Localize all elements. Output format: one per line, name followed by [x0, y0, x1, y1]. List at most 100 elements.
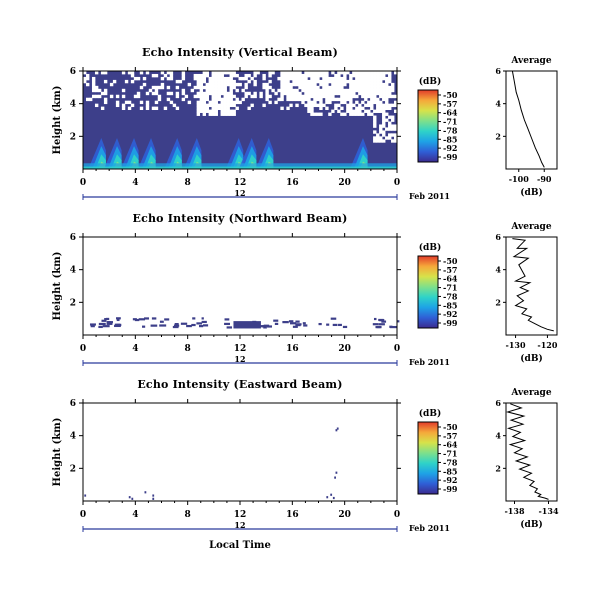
vertical-gap-cell [313, 88, 317, 93]
colorbar-tick-label: -85 [443, 466, 457, 476]
vertical-gap-cell [370, 82, 374, 87]
vertical-gap-cell [226, 106, 230, 111]
vertical-gap-cell [391, 127, 395, 131]
vertical-gap-cell [121, 106, 126, 111]
vertical-gap-cell [211, 106, 215, 111]
vertical-gap-cell [280, 88, 284, 93]
vertical-gap-cell [334, 76, 338, 81]
vertical-gap-cell [196, 112, 201, 116]
vertical-gap-cell [376, 103, 380, 108]
vertical-gap-cell [133, 76, 138, 81]
vertical-gap-cell [94, 71, 99, 75]
colorbar-tick-label: -85 [443, 134, 457, 144]
vertical-gap-cell [382, 91, 386, 96]
vertical-gap-cell [208, 109, 212, 113]
vertical-gap-cell [145, 71, 150, 75]
northward-echo-cell [106, 322, 113, 325]
northward-echo-cell [89, 323, 96, 326]
vertical-gap-cell [181, 91, 186, 96]
vertical-gap-cell [322, 103, 326, 108]
northward-echo-cell [159, 324, 167, 327]
vertical-gap-cell [232, 103, 236, 108]
vertical-gap-cell [223, 106, 227, 111]
vertical-gap-cell [385, 136, 389, 140]
vertical-gap-cell [211, 91, 215, 96]
vertical-gap-cell [361, 100, 365, 105]
eastward-echo-cell [152, 497, 155, 500]
vertical-gap-cell [145, 103, 150, 108]
x-tick-label: 8 [185, 344, 191, 354]
vertical-gap-cell [241, 76, 245, 81]
eastward-average-profile: Average 6 4 2 -138 -134 (dB) [495, 388, 559, 530]
vertical-gap-cell [388, 85, 392, 90]
vertical-gap-cell [142, 76, 147, 81]
vertical-gap-cell [343, 76, 347, 81]
vertical-gap-cell [367, 85, 371, 90]
vertical-gap-cell [205, 88, 209, 93]
northward-echo-cell [378, 318, 384, 322]
vertical-gap-cell [313, 71, 317, 75]
average-profile-line [512, 238, 554, 332]
vertical-gap-cell [373, 91, 377, 96]
vertical-gap-cell [295, 94, 299, 99]
date-label: Feb 2011 [409, 523, 450, 533]
northward-echo-cell [98, 322, 106, 326]
vertical-gap-cell [373, 71, 377, 75]
vertical-gap-cell [115, 103, 120, 108]
vertical-gap-cell [313, 73, 317, 78]
vertical-gap-cell [130, 71, 135, 75]
vertical-gap-cell [367, 109, 371, 113]
vertical-gap-cell [322, 82, 326, 87]
vertical-gap-cell [298, 79, 302, 84]
average-title: Average [510, 56, 551, 66]
colorbar-tick-label: -50 [443, 256, 458, 266]
vertical-gap-cell [265, 85, 269, 90]
vertical-gap-cell [382, 109, 386, 113]
vertical-gap-cell [211, 73, 215, 78]
vertical-gap-cell [334, 82, 338, 87]
vertical-gap-cell [202, 109, 207, 113]
vertical-gap-cell [391, 94, 395, 99]
northward-echo-cell [282, 321, 289, 324]
vertical-average-profile: Average 6 4 2 -100 -90 (dB) [495, 56, 558, 198]
vertical-gap-cell [94, 88, 99, 93]
vertical-gap-cell [202, 91, 207, 96]
vertical-gap-cell [361, 71, 365, 75]
vertical-gap-cell [256, 71, 260, 75]
vertical-gap-cell [337, 109, 341, 113]
vertical-gap-cell [202, 112, 207, 116]
colorbar-tick-label: -99 [443, 318, 458, 328]
northward-echo-cell [257, 325, 265, 328]
vertical-gap-cell [208, 88, 212, 93]
vertical-gap-cell [235, 97, 239, 102]
vertical-gap-cell [289, 94, 293, 99]
vertical-gap-cell [292, 82, 296, 87]
vertical-gap-cell [244, 85, 248, 90]
vertical-gap-cell [391, 85, 395, 90]
vertical-gap-cell [133, 94, 138, 99]
vertical-gap-cell [358, 79, 362, 84]
vertical-gap-cell [370, 106, 374, 111]
vertical-gap-cell [229, 103, 233, 108]
average-frame [505, 70, 558, 170]
vertical-gap-cell [388, 121, 392, 125]
vertical-gap-cell [346, 79, 350, 84]
vertical-gap-cell [307, 79, 311, 84]
vertical-gap-cell [355, 79, 359, 84]
vertical-gap-cell [358, 88, 362, 93]
vertical-gap-cell [166, 85, 171, 90]
vertical-gap-cell [337, 85, 341, 90]
eastward-beam-panel: Echo Intensity (Eastward Beam) 0 4 8 12 16 20… [52, 378, 401, 551]
vertical-gap-cell [217, 71, 221, 75]
vertical-gap-cell [385, 82, 389, 87]
eastward-echo-cell [326, 496, 329, 499]
vertical-gap-cell [295, 73, 299, 78]
vertical-gap-cell [382, 97, 386, 102]
vertical-gap-cell [166, 76, 171, 81]
colorbar-tick-label: -57 [443, 99, 457, 109]
vertical-gap-cell [292, 88, 296, 93]
vertical-gap-cell [91, 79, 96, 84]
vertical-gap-cell [247, 106, 251, 111]
average-y-tick-label: 4 [495, 431, 501, 441]
vertical-gap-cell [367, 73, 371, 78]
